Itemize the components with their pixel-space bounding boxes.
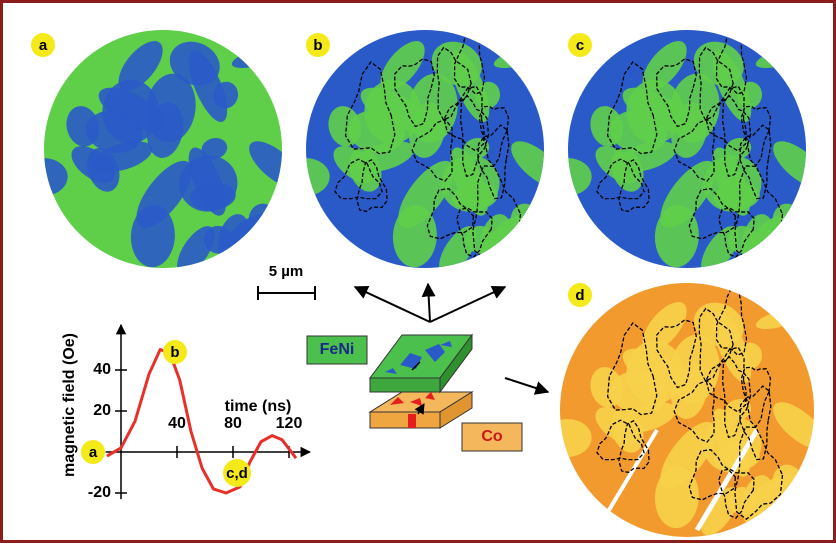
layer-label: FeNi: [320, 341, 355, 358]
y-tick-label: -20: [88, 484, 111, 501]
figure: 5 µm FeNi Co 40 80 120 -20 20 40 time (ns) magn…: [0, 0, 836, 543]
panel-label: b: [313, 37, 322, 54]
x-axis-label: time (ns): [225, 398, 292, 415]
panel-label: a: [39, 37, 48, 54]
y-axis-label: magnetic field (Oe): [61, 333, 78, 477]
layer-label: Co: [481, 428, 503, 445]
y-tick-label: 40: [93, 361, 111, 378]
x-tick-label: 80: [224, 415, 242, 432]
annotation: a: [89, 444, 98, 461]
panel-label: c: [576, 37, 584, 54]
x-tick-label: 120: [276, 415, 303, 432]
y-tick-label: 20: [93, 402, 111, 419]
x-tick-label: 40: [168, 415, 186, 432]
annotation: b: [170, 344, 179, 361]
scale-label: 5 µm: [269, 263, 304, 280]
panel-label: d: [575, 287, 584, 304]
annotation: c,d: [226, 465, 248, 482]
